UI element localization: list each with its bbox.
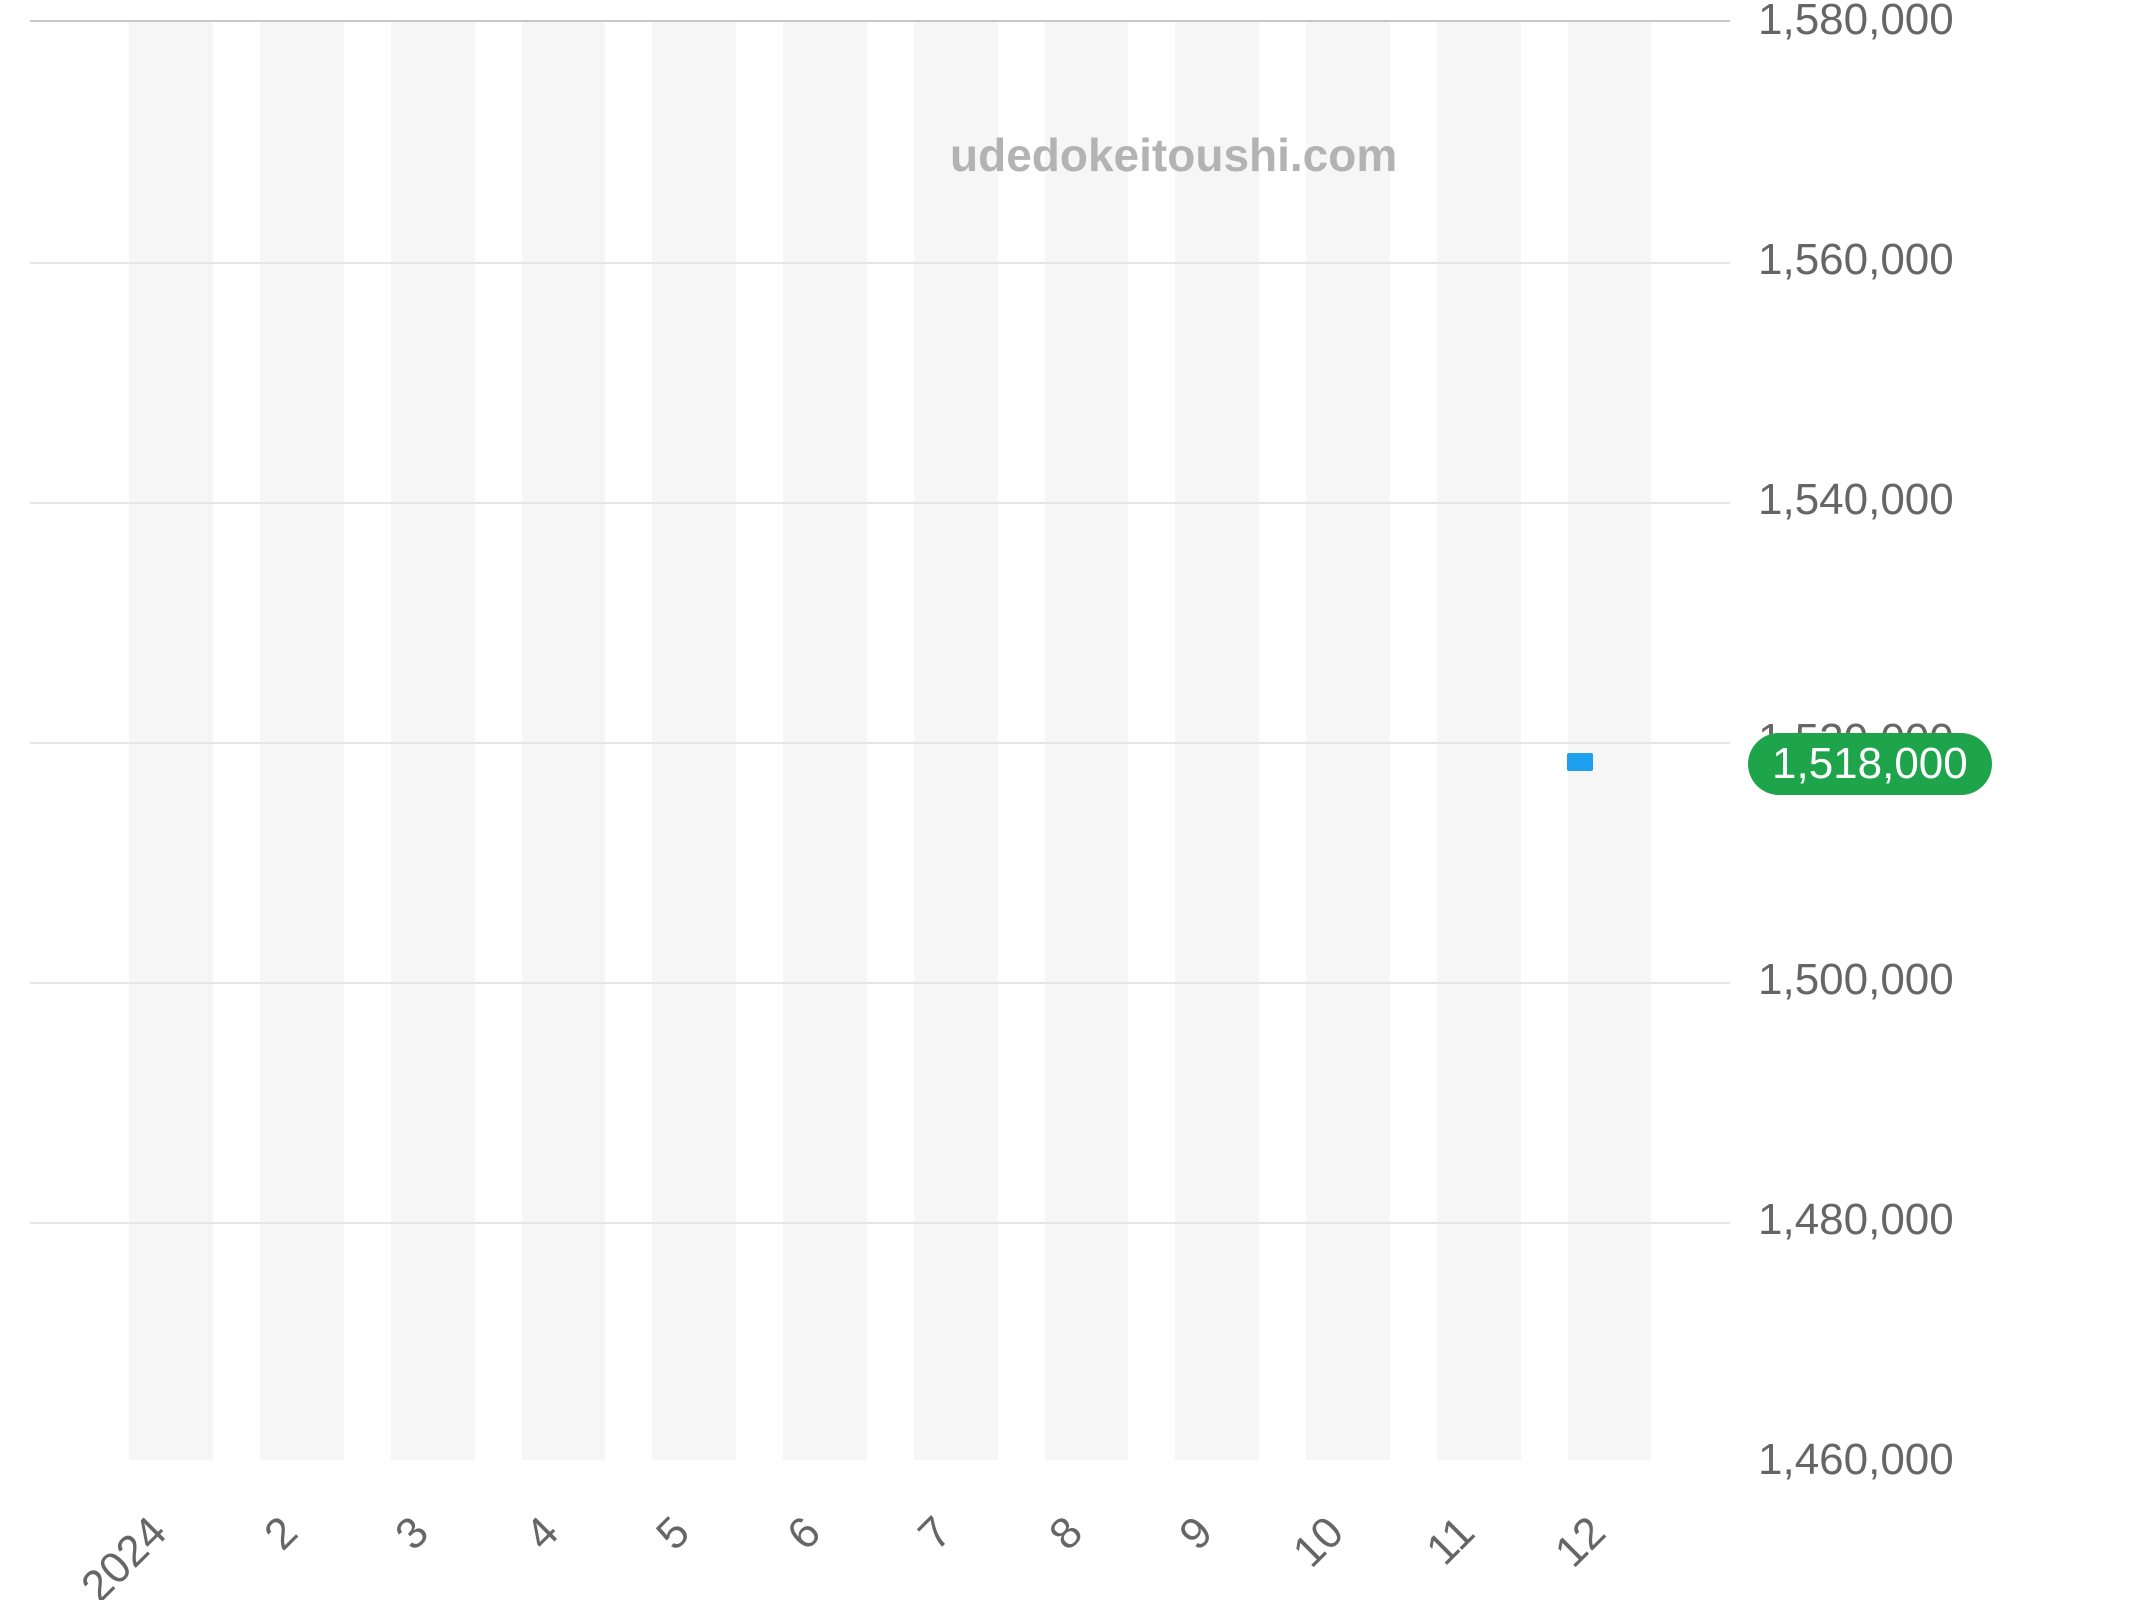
y-tick-label: 1,480,000 <box>1758 1195 1954 1245</box>
data-point <box>1567 753 1593 771</box>
price-chart: 1,460,0001,480,0001,500,0001,520,0001,54… <box>0 0 2144 1600</box>
x-tick-label: 4 <box>516 1507 569 1560</box>
grid-line <box>30 262 1730 264</box>
x-band <box>260 22 344 1460</box>
grid-line <box>30 982 1730 984</box>
x-tick-label: 5 <box>647 1507 700 1560</box>
x-band <box>652 22 736 1460</box>
x-tick-label: 9 <box>1170 1507 1223 1560</box>
x-band <box>783 22 867 1460</box>
plot-area <box>30 20 1730 1460</box>
x-band <box>914 22 998 1460</box>
y-tick-label: 1,500,000 <box>1758 955 1954 1005</box>
x-band <box>391 22 475 1460</box>
x-tick-label: 3 <box>386 1507 439 1560</box>
current-value-badge: 1,518,000 <box>1748 733 1992 795</box>
x-tick-label: 6 <box>778 1507 831 1560</box>
grid-line <box>30 502 1730 504</box>
x-band <box>1437 22 1521 1460</box>
x-band <box>1175 22 1259 1460</box>
x-tick-label: 12 <box>1545 1507 1615 1577</box>
x-tick-label: 2 <box>255 1507 308 1560</box>
badge-label: 1,518,000 <box>1772 739 1968 789</box>
y-tick-label: 1,560,000 <box>1758 235 1954 285</box>
y-tick-label: 1,580,000 <box>1758 0 1954 45</box>
x-tick-label: 11 <box>1417 1507 1485 1575</box>
x-tick-label: 7 <box>909 1507 962 1560</box>
x-tick-label: 10 <box>1284 1507 1354 1577</box>
y-tick-label: 1,540,000 <box>1758 475 1954 525</box>
x-band <box>1568 22 1652 1460</box>
grid-line <box>30 1222 1730 1224</box>
x-band <box>1306 22 1390 1460</box>
x-band <box>1045 22 1129 1460</box>
watermark-text: udedokeitoushi.com <box>950 128 1397 182</box>
x-tick-label: 8 <box>1040 1507 1093 1560</box>
x-band <box>522 22 606 1460</box>
x-tick-label: 2024 <box>72 1507 177 1600</box>
y-tick-label: 1,460,000 <box>1758 1435 1954 1485</box>
grid-line <box>30 742 1730 744</box>
x-band <box>129 22 213 1460</box>
